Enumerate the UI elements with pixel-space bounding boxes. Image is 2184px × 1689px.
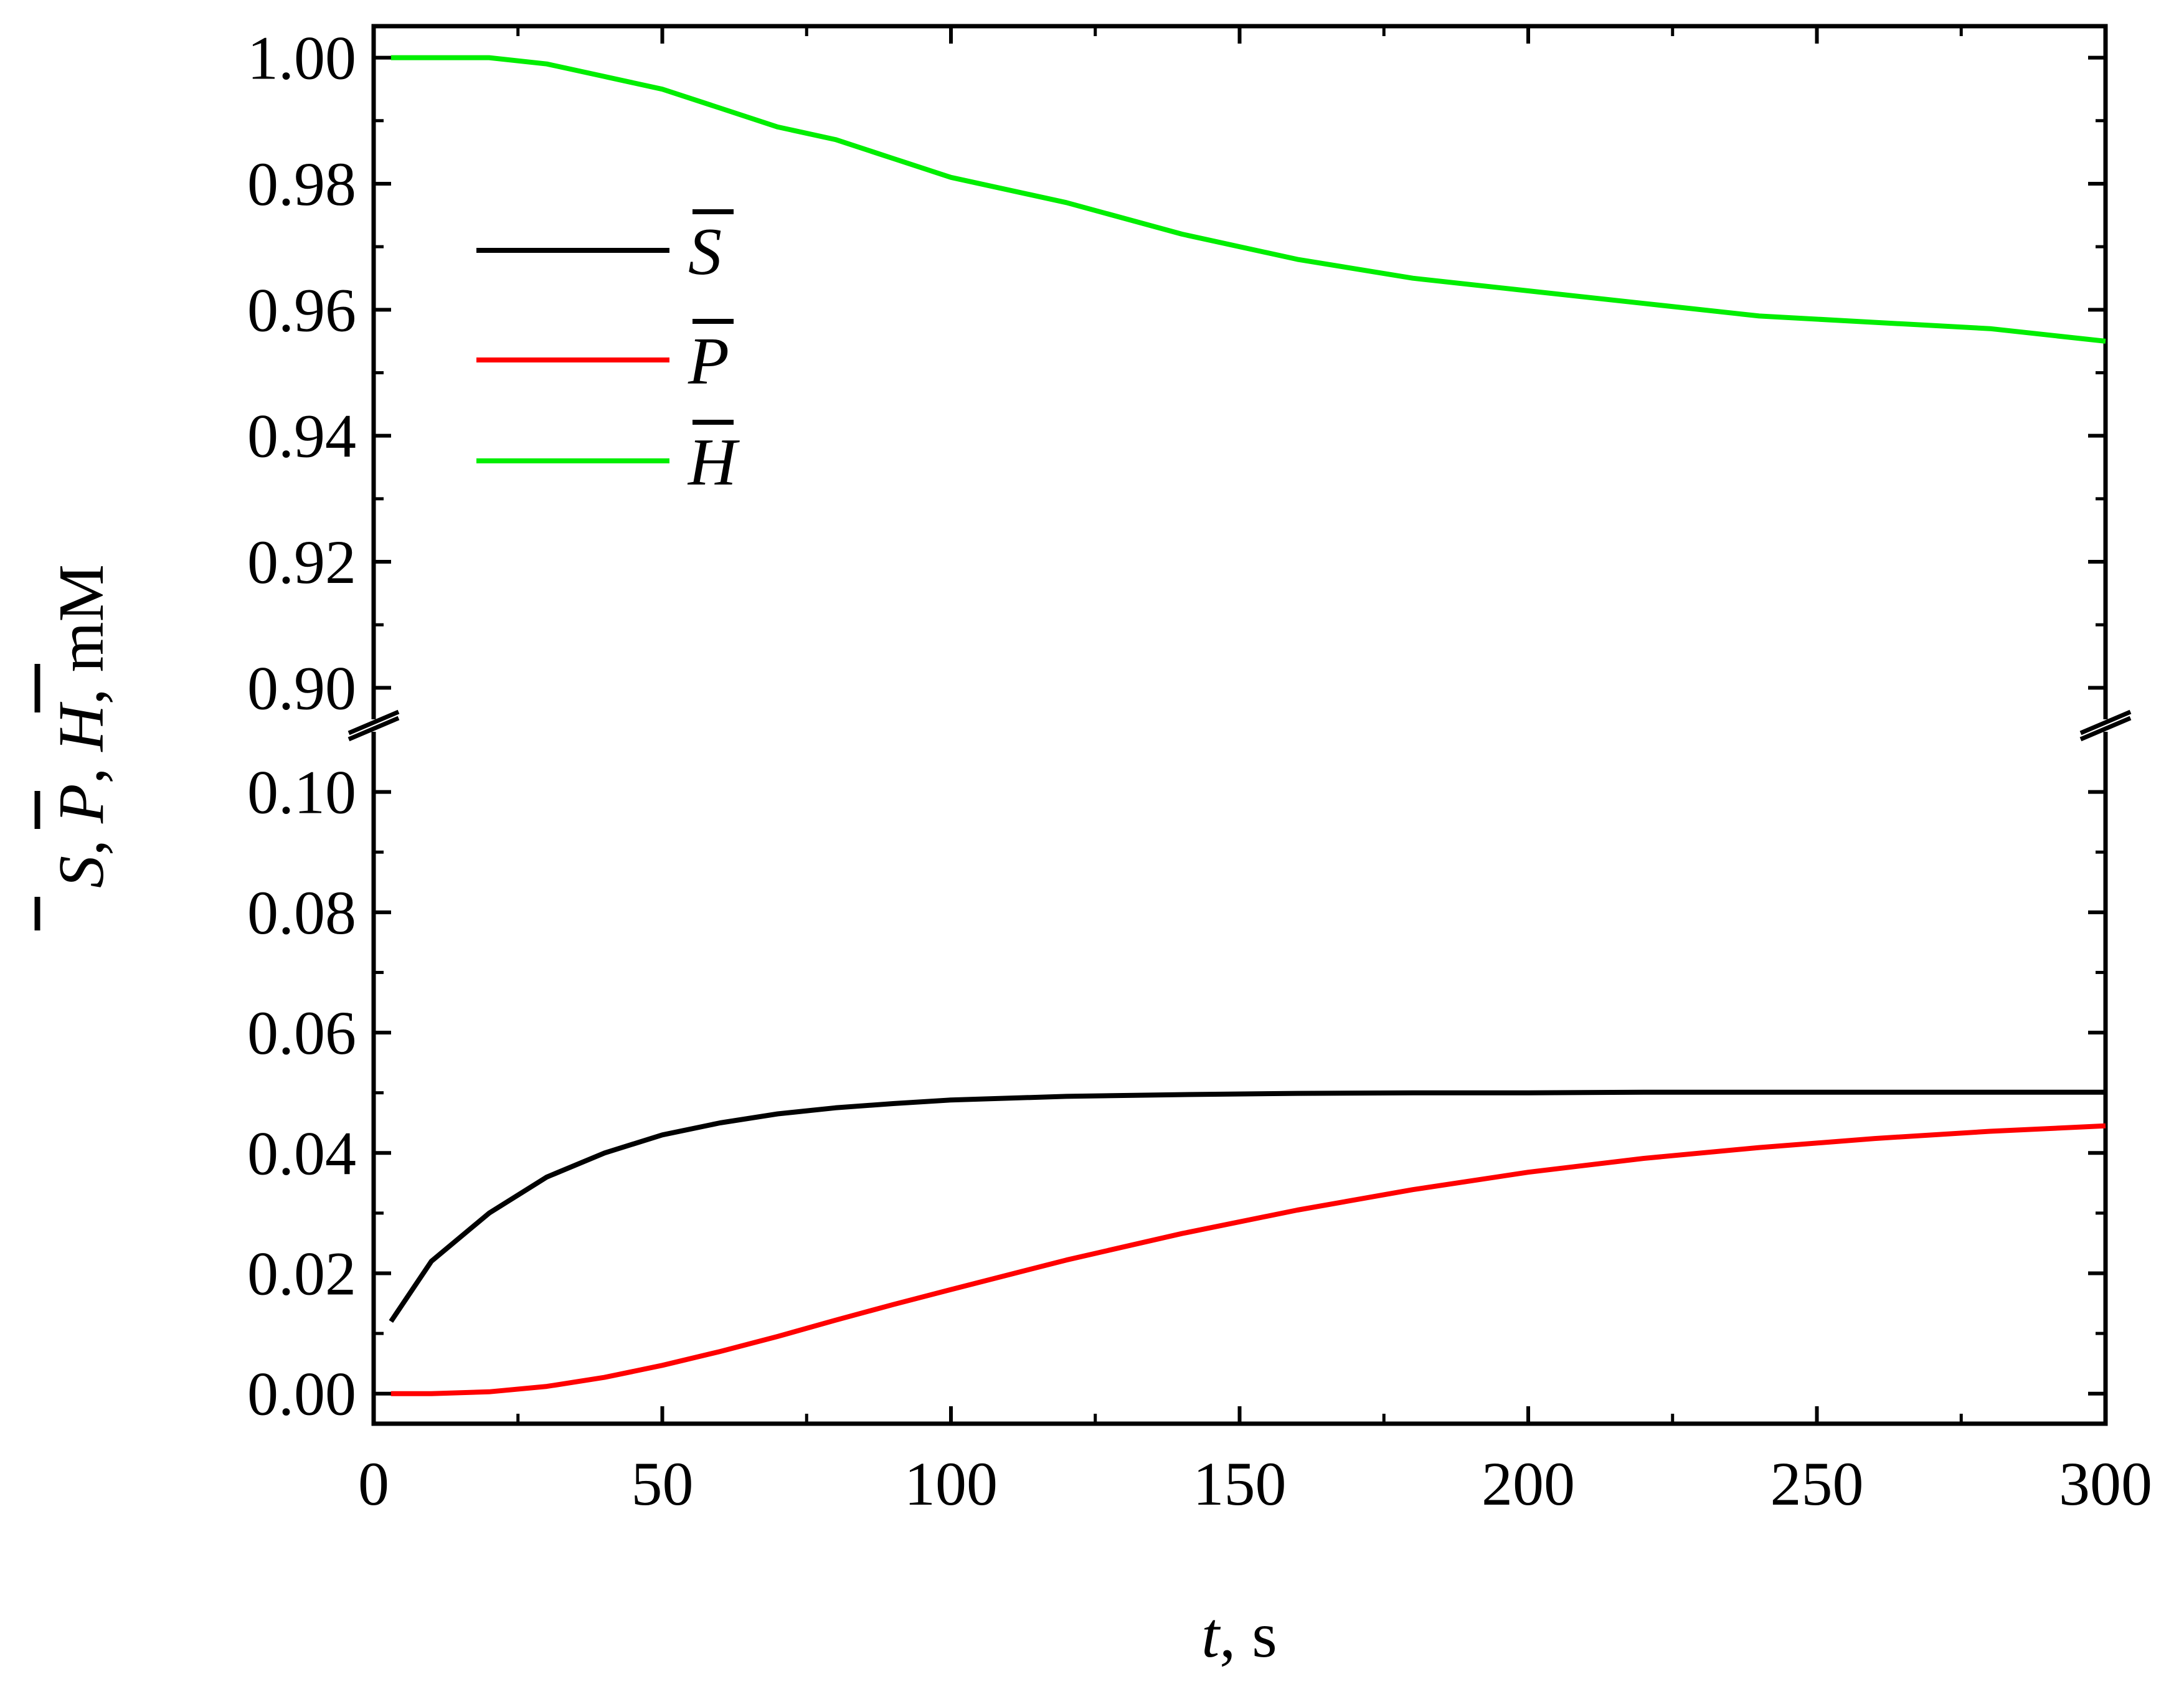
x-tick-label: 100 [904,1449,998,1518]
axis-ticks [372,26,2107,1424]
x-tick-label: 200 [1482,1449,1575,1518]
x-tick-label: 0 [358,1449,389,1518]
x-tick-label: 300 [2059,1449,2152,1518]
upper-y-tick-label: 0.90 [247,653,356,722]
axis-break-slash-right [2079,716,2132,742]
series-line-s [389,1089,2106,1323]
x-axis-title: t, s [1201,1599,1277,1671]
y-axis-title-p: P [45,783,117,824]
legend: SPH [476,209,740,499]
x-axis-title-variable: t [1201,1599,1221,1671]
x-tick-label: 250 [1770,1449,1864,1518]
y-axis-title-unit: , mM [45,564,117,704]
lower-y-tick-label: 0.00 [247,1360,356,1429]
lower-y-tick-label: 0.04 [247,1119,356,1188]
y-axis-title-h: H [45,701,117,752]
data-series [389,55,2106,1396]
axis-break-slash-left [347,716,400,742]
y-axis-title-sep-1: , [45,823,117,856]
axis-break [347,709,2132,742]
plot-frame [371,24,2108,1426]
x-axis-title-unit: , s [1219,1599,1277,1671]
axis-break-slash-right [2079,709,2132,736]
lower-y-tick-label: 0.06 [247,998,356,1067]
upper-y-tick-label: 0.92 [247,528,356,597]
lower-y-tick-label: 0.10 [247,758,356,827]
x-tick-label: 150 [1193,1449,1287,1518]
series-line-h [390,55,2106,344]
y-axis-title-s: S [45,856,117,888]
axis-break-slash-left [347,709,400,736]
svg-text:S, P, H, mM: S, P, H, mM [45,564,117,888]
legend-label-h: H [687,425,740,499]
upper-y-tick-label: 1.00 [247,24,356,93]
lower-y-tick-label: 0.02 [247,1239,356,1308]
upper-y-tick-label: 0.98 [247,149,356,219]
lower-y-tick-label: 0.08 [247,878,356,947]
y-axis-title-sep-2: , [45,751,117,783]
legend-label-s: S [688,215,722,289]
legend-label-p: P [688,324,729,399]
series-line-p [390,1123,2106,1396]
axis-tick-labels: 0 50 100 150 200 250 300 0.90 0.92 0.94 0.96 0.98 1.… [247,24,2152,1518]
y-axis-title: S, P, H, mM [45,564,117,888]
upper-y-tick-label: 0.94 [247,402,356,471]
x-tick-label: 50 [631,1449,694,1518]
upper-y-tick-label: 0.96 [247,275,356,344]
